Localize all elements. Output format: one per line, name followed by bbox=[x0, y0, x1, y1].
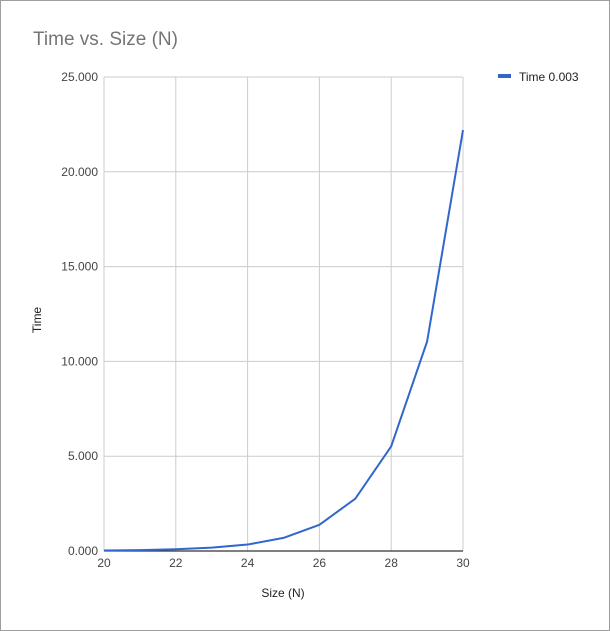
legend: Time 0.003 bbox=[498, 70, 579, 84]
legend-label: Time 0.003 bbox=[519, 70, 579, 84]
y-tick-label: 0.000 bbox=[68, 544, 98, 558]
gridlines bbox=[103, 76, 464, 551]
y-tick-label: 20.000 bbox=[61, 165, 98, 179]
y-tick-label: 15.000 bbox=[61, 260, 98, 274]
x-tick-label: 26 bbox=[313, 556, 327, 570]
x-tick-label: 22 bbox=[169, 556, 183, 570]
y-tick-label: 10.000 bbox=[61, 354, 98, 368]
x-axis-title: Size (N) bbox=[261, 586, 304, 600]
x-tick-label: 28 bbox=[385, 556, 399, 570]
y-tick-label: 5.000 bbox=[68, 449, 98, 463]
series-layer bbox=[103, 129, 464, 552]
legend-swatch bbox=[498, 74, 511, 78]
y-tick-label: 25.000 bbox=[61, 70, 98, 84]
y-axis-title: Time bbox=[30, 307, 44, 334]
chart-title: Time vs. Size (N) bbox=[33, 29, 178, 50]
x-tick-label: 20 bbox=[97, 556, 111, 570]
tick-labels: 0.000 5.000 10.000 15.000 20.000 25.000 20 22 24… bbox=[61, 70, 470, 570]
series-line bbox=[103, 129, 464, 552]
x-tick-label: 24 bbox=[241, 556, 255, 570]
x-tick-label: 30 bbox=[456, 556, 470, 570]
